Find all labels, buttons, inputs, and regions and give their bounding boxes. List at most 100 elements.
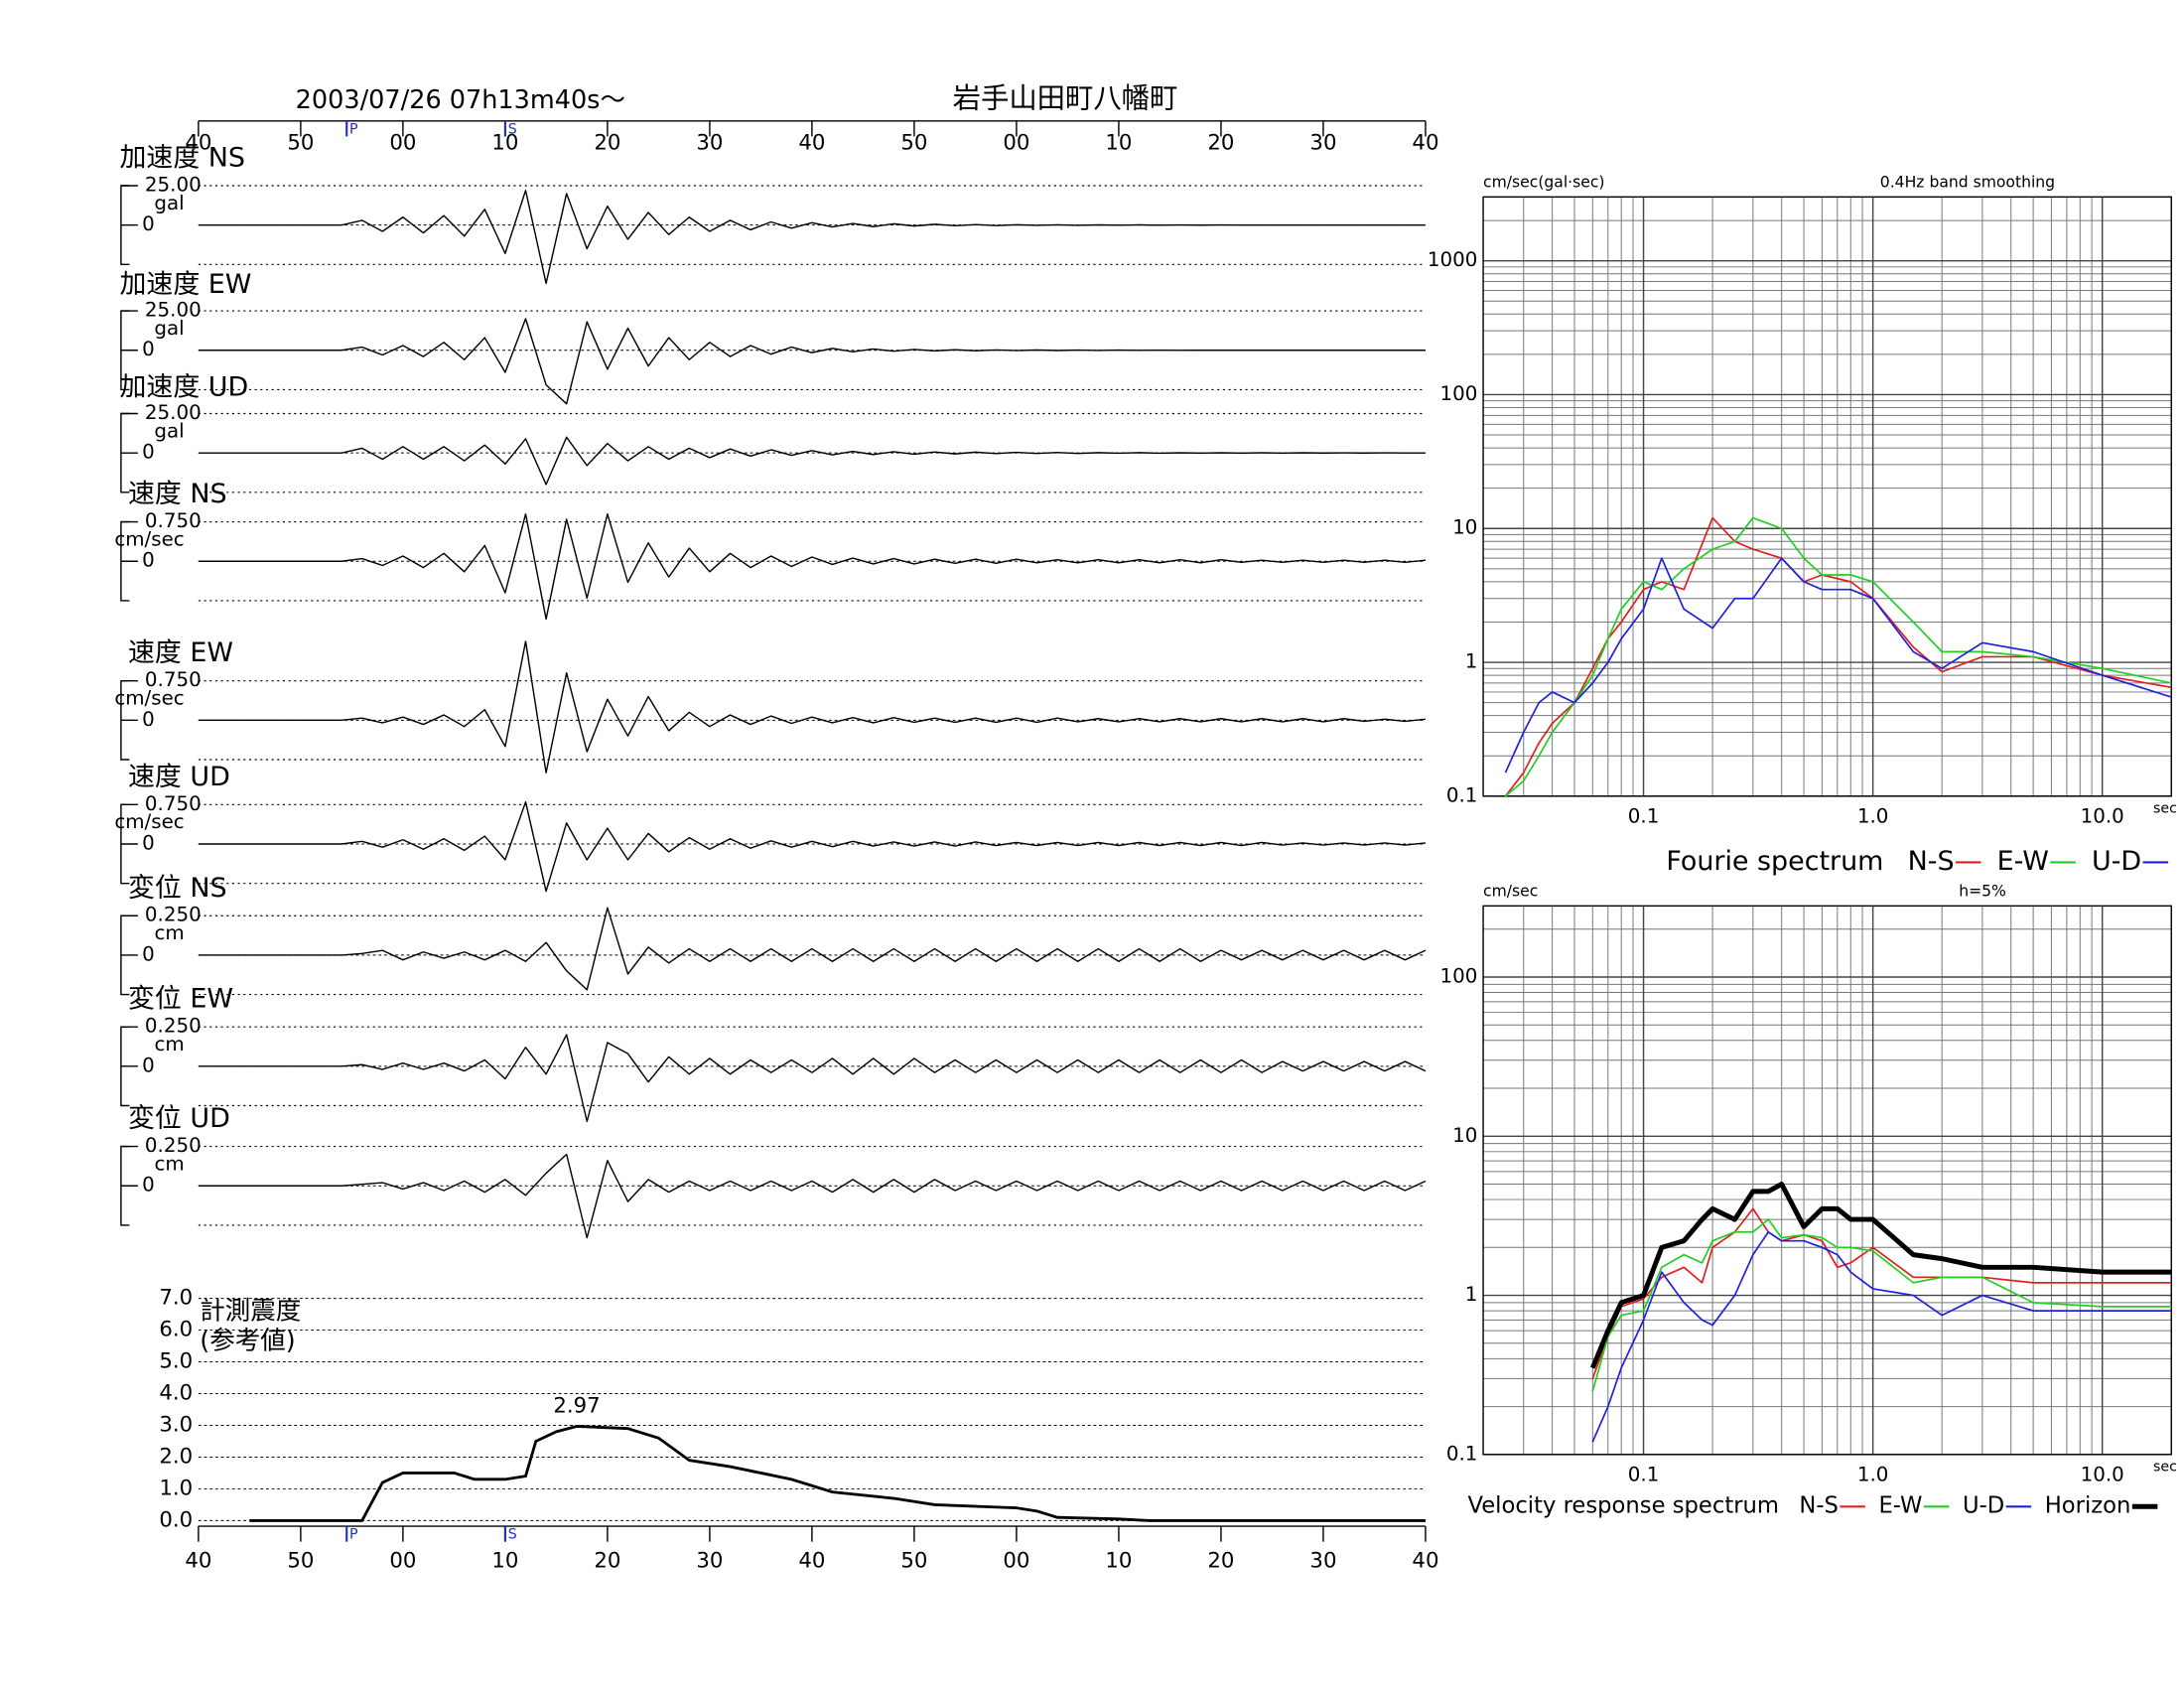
x-axis-unit: sec [2153, 801, 2177, 817]
plot-frame [1482, 905, 2172, 1456]
chart-title: 2003/07/26 07h13m40s〜 [296, 85, 625, 115]
x-tick-label: 00 [1003, 131, 1029, 156]
y-tick-label: 2.0 [159, 1444, 193, 1469]
phase-marker-label: P [349, 121, 358, 137]
y-axis-unit: cm/sec(gal·sec) [1483, 174, 1604, 192]
waveform [198, 1034, 1427, 1123]
plot-note: h=5% [1959, 883, 2006, 901]
x-tick-label: 20 [594, 131, 620, 156]
x-tick-label: 50 [287, 1549, 314, 1574]
x-tick-label: 40 [798, 131, 825, 156]
waveform [198, 1153, 1427, 1239]
y-axis-unit: cm/sec [1483, 883, 1538, 901]
y-tick-label: 0.1 [1446, 1442, 1478, 1465]
x-tick-label: 30 [696, 1549, 723, 1574]
x-tick-label: 10 [491, 1549, 518, 1574]
phase-marker-label: S [508, 1527, 517, 1543]
x-tick-label: 40 [798, 1549, 825, 1574]
plot-frame [1482, 196, 2172, 797]
trace-label: 変位 EW [128, 984, 233, 1015]
y-tick-label: 0.0 [159, 1507, 193, 1532]
y-tick-label: 0 [142, 708, 155, 731]
y-tick-label: 0.250 [145, 1015, 202, 1038]
y-tick-label: 3.0 [159, 1412, 193, 1437]
x-tick-label: 50 [900, 1549, 927, 1574]
trace-label: 変位 UD [128, 1103, 230, 1134]
legend-label: E-W [1997, 846, 2049, 877]
y-tick-label: 0 [142, 942, 155, 965]
station-name: 岩手山田町八幡町 [953, 82, 1178, 115]
y-tick-label: 10 [1452, 1124, 1477, 1147]
intensity-line [249, 1425, 1426, 1522]
x-tick-label: 40 [185, 131, 211, 156]
trace-label: 変位 NS [128, 873, 227, 904]
x-tick-label: 50 [287, 131, 314, 156]
y-tick-label: 25.00 [145, 299, 202, 322]
x-axis-unit: sec [2153, 1460, 2177, 1476]
waveform [198, 436, 1426, 486]
trace-unit: gal [154, 419, 184, 442]
trace-unit: gal [154, 317, 184, 340]
x-tick-label: 10.0 [2081, 805, 2124, 828]
x-tick-label: 20 [594, 1549, 620, 1574]
y-tick-label: 100 [1440, 965, 1478, 988]
trace-label: 加速度 EW [119, 269, 251, 300]
peak-label: 2.97 [553, 1394, 600, 1419]
x-tick-label: 40 [1412, 1549, 1438, 1574]
spectrum-line [1590, 1182, 2172, 1369]
x-tick-label: 30 [1309, 1549, 1336, 1574]
x-tick-label: 0.1 [1628, 805, 1660, 828]
x-tick-label: 00 [389, 1549, 416, 1574]
phase-marker-label: S [508, 121, 517, 137]
y-tick-label: 0.750 [145, 792, 202, 815]
y-tick-label: 0 [142, 549, 155, 572]
trace-label: 加速度 NS [119, 143, 245, 174]
y-tick-label: 0 [142, 212, 155, 235]
trace-unit: gal [154, 192, 184, 214]
phase-marker-label: P [349, 1527, 358, 1543]
legend-label: Horizon [2045, 1493, 2131, 1519]
legend-label: N-S [1799, 1493, 1839, 1519]
y-tick-label: 7.0 [159, 1286, 193, 1311]
x-tick-label: 00 [389, 131, 416, 156]
x-tick-label: 20 [1207, 131, 1234, 156]
x-tick-label: 1.0 [1857, 805, 1889, 828]
y-axis-subtitle: (参考値) [200, 1327, 295, 1356]
waveform [198, 640, 1427, 774]
waveform [198, 190, 1426, 285]
y-tick-label: 6.0 [159, 1318, 193, 1342]
y-tick-label: 4.0 [159, 1381, 193, 1406]
x-tick-label: 40 [1412, 131, 1438, 156]
y-tick-label: 0 [142, 1174, 155, 1196]
waveform [198, 800, 1427, 893]
legend-label: U-D [2092, 846, 2141, 877]
y-tick-label: 100 [1440, 382, 1478, 405]
x-tick-label: 30 [696, 131, 723, 156]
plot-note: 0.4Hz band smoothing [1880, 174, 2055, 192]
waveform [198, 512, 1427, 621]
y-tick-label: 0.1 [1446, 783, 1478, 806]
legend-title: Fourie spectrum [1666, 846, 1883, 877]
y-tick-label: 0.250 [145, 1134, 202, 1157]
trace-label: 加速度 UD [119, 372, 248, 403]
y-tick-label: 1000 [1428, 248, 1477, 271]
y-tick-label: 5.0 [159, 1349, 193, 1374]
legend-label: U-D [1963, 1493, 2004, 1519]
x-tick-label: 0.1 [1628, 1464, 1660, 1486]
trace-unit: cm/sec [114, 810, 184, 833]
y-tick-label: 0 [142, 338, 155, 360]
x-tick-label: 10 [1105, 1549, 1132, 1574]
trace-unit: cm [154, 921, 184, 944]
x-tick-label: 1.0 [1857, 1464, 1889, 1486]
y-tick-label: 10 [1452, 516, 1477, 539]
trace-label: 速度 UD [128, 762, 230, 792]
trace-label: 速度 EW [128, 637, 233, 668]
x-tick-label: 00 [1003, 1549, 1029, 1574]
trace-label: 速度 NS [128, 479, 227, 509]
trace-unit: cm/sec [114, 528, 184, 551]
y-tick-label: 1 [1465, 650, 1478, 673]
x-tick-label: 40 [185, 1549, 211, 1574]
waveform [198, 318, 1426, 405]
y-tick-label: 25.00 [145, 174, 202, 197]
